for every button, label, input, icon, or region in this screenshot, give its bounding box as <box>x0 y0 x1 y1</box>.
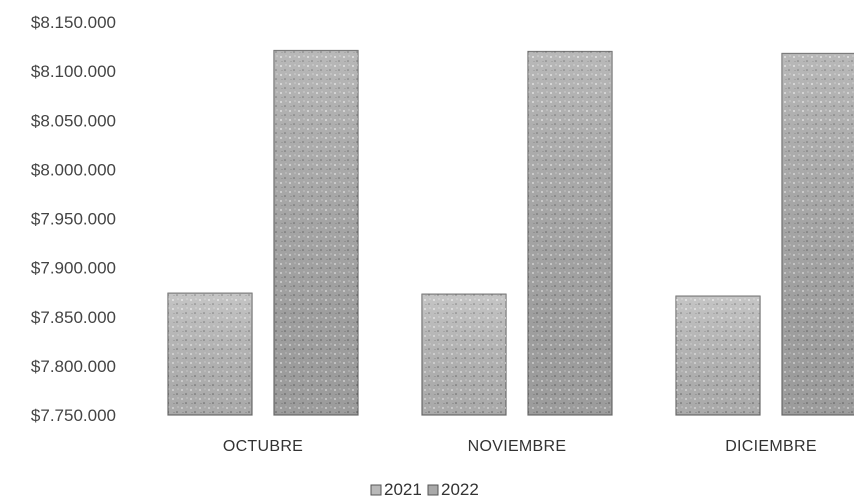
bar-2021-octubre <box>167 292 253 416</box>
bar-2022-octubre <box>273 49 359 416</box>
y-tick-label: $8.100.000 <box>31 62 116 81</box>
x-tick-label: DICIEMBRE <box>725 438 817 455</box>
bar-2022-noviembre <box>527 50 613 416</box>
x-axis: OCTUBRE NOVIEMBRE DICIEMBRE <box>223 438 817 455</box>
legend-item-2022: 2022 <box>427 480 479 499</box>
bar-2021-diciembre <box>675 295 761 416</box>
legend-swatch <box>427 484 439 496</box>
bar-2022-diciembre <box>781 52 854 416</box>
bars <box>167 49 854 416</box>
y-axis: $8.150.000 $8.100.000 $8.050.000 $8.000.000… <box>31 13 116 425</box>
y-tick-label: $7.800.000 <box>31 357 116 376</box>
legend-label: 2021 <box>384 480 422 499</box>
y-tick-label: $8.050.000 <box>31 111 116 130</box>
y-tick-label: $8.150.000 <box>31 13 116 32</box>
legend-item-2021: 2021 <box>370 480 422 499</box>
x-tick-label: NOVIEMBRE <box>468 438 567 455</box>
y-tick-label: $8.000.000 <box>31 160 116 179</box>
x-tick-label: OCTUBRE <box>223 438 303 455</box>
legend-swatch <box>370 484 382 496</box>
y-tick-label: $7.900.000 <box>31 259 116 278</box>
y-tick-label: $7.850.000 <box>31 308 116 327</box>
legend: 2021 2022 <box>370 480 479 499</box>
bar-2021-noviembre <box>421 293 507 416</box>
y-tick-label: $7.750.000 <box>31 406 116 425</box>
y-tick-label: $7.950.000 <box>31 210 116 229</box>
legend-label: 2022 <box>441 480 479 499</box>
